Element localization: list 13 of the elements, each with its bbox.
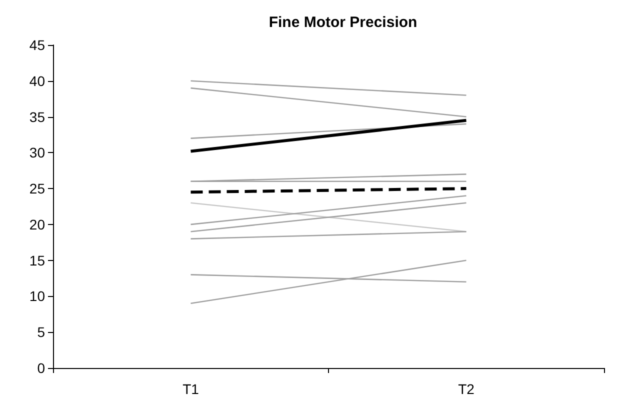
y-tick-label: 0 — [37, 360, 46, 376]
y-tick-label: 25 — [29, 180, 46, 197]
y-tick-label: 30 — [29, 144, 46, 161]
x-tick-label: T1 — [182, 381, 200, 397]
y-tick-label: 35 — [29, 108, 46, 125]
y-tick-label: 10 — [29, 288, 46, 304]
y-tick-label: 45 — [29, 37, 46, 53]
y-tick-label: 40 — [29, 72, 46, 89]
y-tick-label: 5 — [37, 324, 46, 340]
chart-title: Fine Motor Precision — [268, 14, 418, 31]
y-tick-label: 15 — [29, 252, 46, 268]
y-tick-label: 20 — [29, 216, 46, 232]
x-tick-label: T2 — [458, 381, 475, 397]
